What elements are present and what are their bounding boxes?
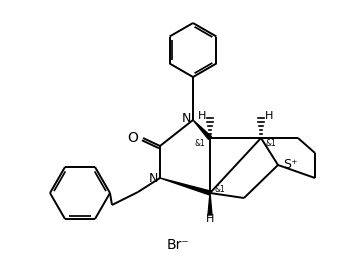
- Text: O: O: [127, 131, 138, 145]
- Text: &1: &1: [266, 140, 277, 148]
- Text: H: H: [198, 111, 206, 121]
- Text: H: H: [206, 214, 214, 224]
- Text: H: H: [265, 111, 273, 121]
- Polygon shape: [208, 193, 212, 215]
- Text: S⁺: S⁺: [283, 158, 297, 172]
- Polygon shape: [193, 120, 212, 139]
- Text: Br⁻: Br⁻: [166, 238, 189, 252]
- Text: N: N: [148, 172, 158, 184]
- Text: &1: &1: [195, 140, 206, 148]
- Text: N: N: [181, 111, 191, 125]
- Polygon shape: [160, 178, 211, 195]
- Text: &1: &1: [215, 184, 225, 193]
